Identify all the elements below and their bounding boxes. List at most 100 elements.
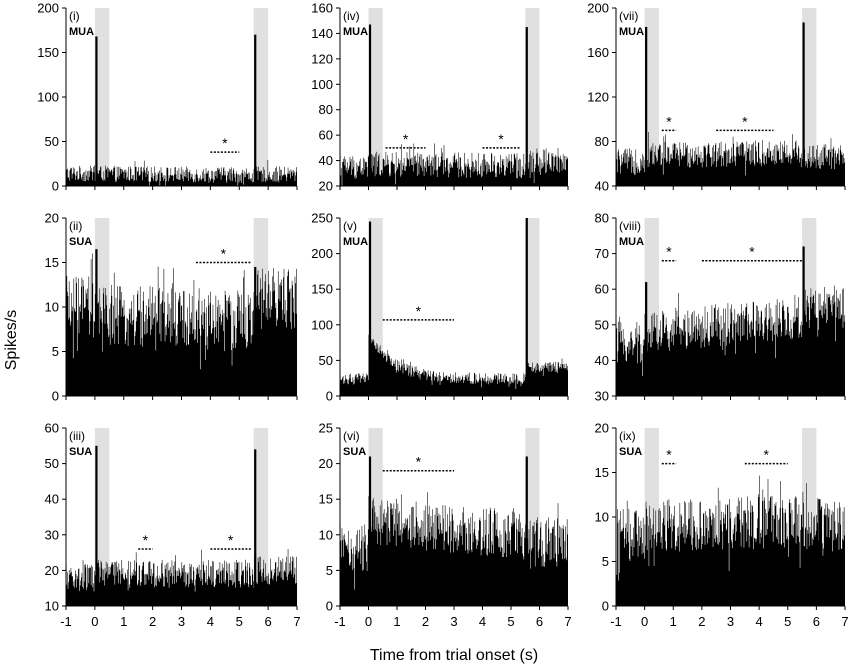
shade-window-0: [368, 8, 383, 186]
histogram-bars: [616, 285, 845, 396]
y-tick-label: 100: [311, 317, 333, 332]
shade-window-0: [94, 8, 110, 186]
panel-p6: * * 30 40 50 60 70 80 (viii) MUA: [595, 211, 846, 404]
y-tick-label: 25: [319, 421, 333, 436]
panel-p5: * 0 50 100 150 200 250 (v) MUA: [311, 211, 569, 404]
y-tick-label: 80: [595, 134, 609, 149]
peak-bar-1: [254, 266, 257, 396]
x-tick-label: -1: [334, 614, 346, 629]
panel-p2: * * 20 40 60 80 100 120 140 160 (iv) MUA: [311, 1, 569, 194]
x-tick-label: 0: [91, 614, 98, 629]
x-tick-label: 7: [564, 614, 571, 629]
panel-label: (iii): [69, 429, 85, 443]
panel-p1: * 0 50 100 150 200 (i) MUA: [37, 1, 298, 194]
y-tick-label: 5: [52, 344, 59, 359]
y-tick-label: 120: [587, 90, 609, 105]
histogram-bars: [66, 548, 297, 606]
recording-type-label: MUA: [619, 236, 644, 248]
x-tick-label: 1: [670, 614, 677, 629]
y-tick-label: 160: [587, 45, 609, 60]
panel-p3: * * 40 80 120 160 200 (vii) MUA: [587, 1, 846, 194]
peak-bar-1: [525, 456, 528, 606]
significance-star-0: *: [416, 454, 422, 470]
significance-star-1: *: [228, 532, 234, 548]
recording-type-label: MUA: [343, 236, 368, 248]
x-tick-label: 0: [641, 614, 648, 629]
x-tick-label: 2: [422, 614, 429, 629]
x-tick-label: 1: [393, 614, 400, 629]
y-tick-label: 20: [45, 211, 59, 226]
panel-label: (vi): [343, 429, 360, 443]
y-tick-label: 40: [595, 179, 609, 194]
y-tick-label: 0: [326, 389, 333, 404]
x-tick-label: 4: [207, 614, 214, 629]
y-axis-title: Spikes/s: [3, 310, 20, 370]
y-tick-label: 150: [311, 282, 333, 297]
y-tick-label: 40: [45, 492, 59, 507]
panel-label: (iv): [343, 9, 360, 23]
peak-bar-0: [368, 24, 372, 187]
x-tick-label: 3: [727, 614, 734, 629]
histogram-bars: [616, 475, 845, 606]
y-tick-label: 20: [319, 179, 333, 194]
panel-label: (i): [69, 9, 80, 23]
shade-window-1: [802, 8, 817, 186]
panel-label: (viii): [619, 219, 641, 233]
y-tick-label: 10: [319, 527, 333, 542]
y-tick-label: 60: [319, 128, 333, 143]
shade-window-1: [253, 428, 269, 606]
shade-window-1: [525, 218, 540, 396]
y-tick-label: 15: [595, 465, 609, 480]
x-tick-label: 7: [293, 614, 300, 629]
y-tick-label: 250: [311, 211, 333, 226]
y-tick-label: 100: [37, 90, 59, 105]
x-tick-label: -1: [60, 614, 72, 629]
y-tick-label: 50: [45, 456, 59, 471]
y-tick-label: 10: [45, 599, 59, 614]
y-tick-label: 50: [45, 134, 59, 149]
x-tick-label: 4: [756, 614, 763, 629]
significance-star-0: *: [666, 244, 672, 260]
x-tick-label: 5: [507, 614, 514, 629]
y-tick-label: 150: [37, 45, 59, 60]
y-tick-label: 60: [595, 282, 609, 297]
significance-star-1: *: [498, 131, 504, 147]
peak-bar-0: [368, 456, 372, 606]
shade-window-1: [525, 8, 540, 186]
y-tick-label: 0: [52, 389, 59, 404]
peak-bar-0: [645, 26, 648, 186]
y-tick-label: 15: [45, 255, 59, 270]
x-tick-label: 6: [813, 614, 820, 629]
peak-bar-1: [254, 34, 257, 187]
panel-p4: * 0 5 10 15 20 (ii) SUA: [45, 211, 298, 404]
histogram-bars: [66, 160, 297, 186]
recording-type-label: SUA: [69, 446, 92, 458]
significance-star-0: *: [221, 246, 227, 262]
recording-type-label: MUA: [69, 26, 94, 38]
y-tick-label: 200: [37, 1, 59, 16]
panel-p7: * * 10 20 30 40 50 60 -1 0 1 2 3 4 5 6 7 (iii) SUA: [45, 421, 301, 630]
y-tick-label: 120: [311, 51, 333, 66]
recording-type-label: MUA: [343, 26, 368, 38]
x-tick-label: 0: [365, 614, 372, 629]
y-tick-label: 70: [595, 246, 609, 261]
peak-bar-1: [802, 22, 805, 187]
significance-star-0: *: [666, 113, 672, 129]
peak-bar-0: [368, 221, 372, 396]
y-tick-label: 30: [45, 527, 59, 542]
histogram-bars: [616, 132, 845, 186]
peak-bar-1: [254, 449, 257, 606]
y-tick-label: 15: [319, 492, 333, 507]
x-tick-label: 4: [479, 614, 486, 629]
peak-bar-0: [818, 499, 821, 606]
y-tick-label: 50: [319, 353, 333, 368]
y-tick-label: 5: [326, 563, 333, 578]
y-tick-label: 200: [587, 1, 609, 16]
x-tick-label: 7: [841, 614, 848, 629]
significance-star-1: *: [749, 244, 755, 260]
y-tick-label: 100: [311, 77, 333, 92]
